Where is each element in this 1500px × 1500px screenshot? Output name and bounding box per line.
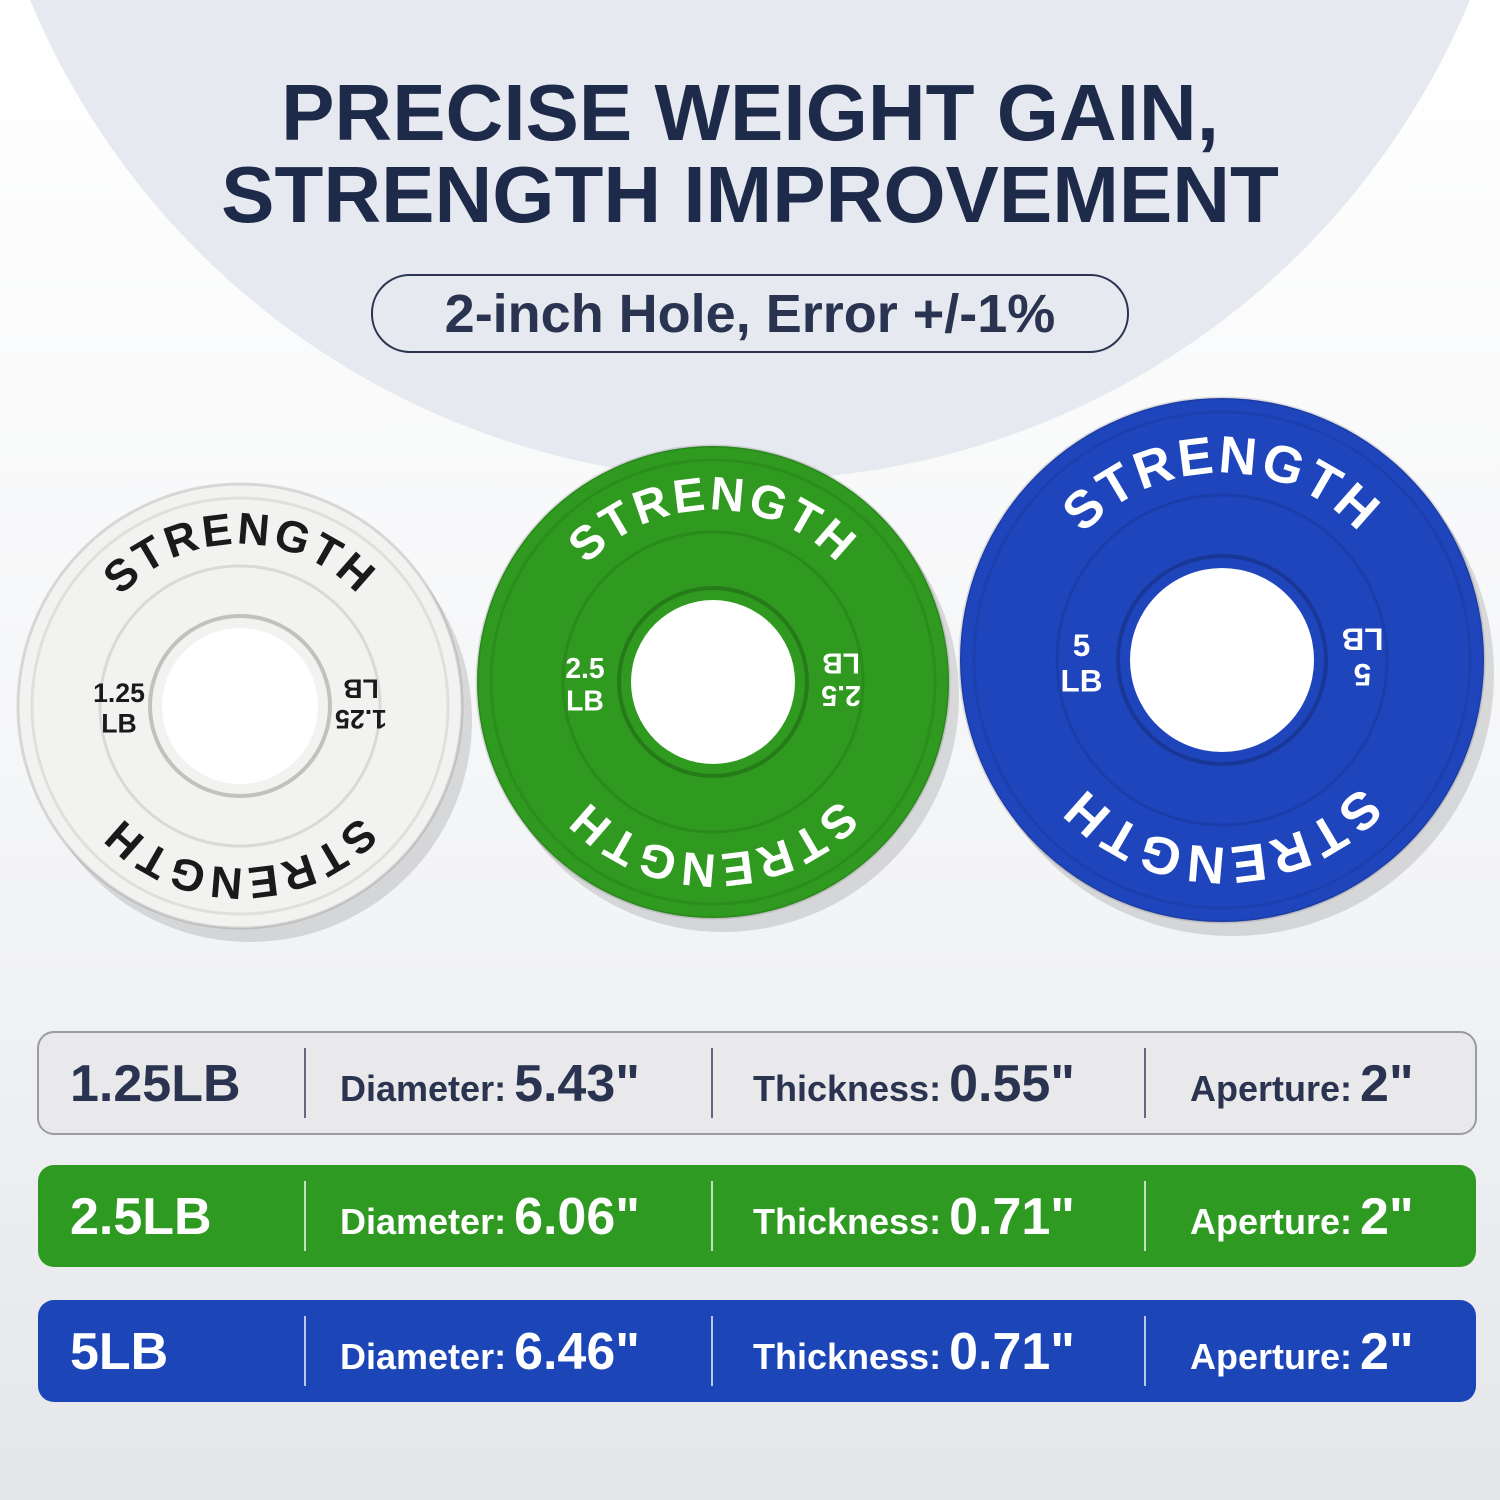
title: PRECISE WEIGHT GAIN,: [281, 68, 1219, 157]
plate-rim: [30, 496, 450, 916]
plate-unit: LB: [822, 647, 860, 679]
plate-weight: 2.5: [565, 653, 604, 685]
background-circle: [30, 0, 1470, 480]
spec-label: Thickness:: [753, 1336, 941, 1377]
spec-label: Aperture:: [1190, 1201, 1352, 1242]
plate-hub: [98, 564, 382, 848]
subtitle: 2-inch Hole, Error +/-1%: [445, 284, 1056, 344]
spec-label: Diameter:: [340, 1068, 506, 1109]
plate-weight: 5: [1073, 628, 1090, 663]
row-background: [37, 1031, 1477, 1135]
plate-hub: [1055, 493, 1389, 827]
spec: Thickness: 0.55": [753, 1055, 1075, 1113]
plate-weight: 1.25: [335, 704, 387, 734]
table-row: 2.5LB Diameter: 6.06" Thickness: 0.71" Apertu…: [38, 1165, 1476, 1267]
spec: Diameter: 6.46": [340, 1323, 640, 1381]
row-name: 1.25LB: [70, 1055, 241, 1113]
spec-label: Diameter:: [340, 1201, 506, 1242]
plate-unit: LB: [1061, 663, 1103, 698]
spec: Thickness: 0.71": [753, 1188, 1075, 1246]
plate-hole: [631, 600, 795, 764]
title: STRENGTH IMPROVEMENT: [221, 150, 1279, 239]
plate-hole: [1130, 568, 1314, 752]
spec-value: 0.71": [949, 1188, 1075, 1246]
spec: Diameter: 6.06": [340, 1188, 640, 1246]
spec: Diameter: 5.43": [340, 1055, 640, 1113]
plate-hole: [162, 628, 318, 784]
spec-value: 6.46": [514, 1323, 640, 1381]
row-background: [38, 1300, 1476, 1402]
plate-unit: LB: [101, 709, 137, 739]
plate-rim: [972, 410, 1472, 910]
row-name: 5LB: [70, 1323, 168, 1381]
plate-weight: 5: [1354, 657, 1371, 692]
plate-weight: 1.25: [93, 678, 145, 708]
spec-value: 5.43": [514, 1055, 640, 1113]
subtitle-pill: [371, 274, 1129, 353]
spec: Thickness: 0.71": [753, 1323, 1075, 1381]
spec-value: 2": [1360, 1188, 1414, 1246]
plates: STRENGTH1.25LBSTRENGTH1.25LBSTRENGTH2.5L…: [16, 396, 1494, 942]
spec-value: 2": [1360, 1055, 1414, 1113]
row-name: 2.5LB: [70, 1188, 212, 1246]
spec-value: 0.55": [949, 1055, 1075, 1113]
table-row: 1.25LB Diameter: 5.43" Thickness: 0.55" Apert…: [37, 1031, 1477, 1135]
spec-label: Aperture:: [1190, 1336, 1352, 1377]
spec-value: 2": [1360, 1323, 1414, 1381]
plate-rim: [489, 458, 937, 906]
spec-table: 1.25LB Diameter: 5.43" Thickness: 0.55" Apert…: [37, 1031, 1477, 1402]
spec-label: Diameter:: [340, 1336, 506, 1377]
spec-label: Aperture:: [1190, 1068, 1352, 1109]
spec: Aperture: 2": [1190, 1323, 1414, 1381]
plate-hub: [561, 530, 865, 834]
plate-unit: LB: [566, 685, 604, 717]
spec-value: 6.06": [514, 1188, 640, 1246]
row-background: [38, 1165, 1476, 1267]
spec-label: Thickness:: [753, 1201, 941, 1242]
table-row: 5LB Diameter: 6.46" Thickness: 0.71" Aperture…: [38, 1300, 1476, 1402]
plate-unit: LB: [343, 673, 379, 703]
spec-value: 0.71": [949, 1323, 1075, 1381]
spec: Aperture: 2": [1190, 1188, 1414, 1246]
plate-unit: LB: [1342, 622, 1384, 657]
spec-label: Thickness:: [753, 1068, 941, 1109]
plate-weight: 2.5: [821, 679, 860, 711]
spec: Aperture: 2": [1190, 1055, 1414, 1113]
